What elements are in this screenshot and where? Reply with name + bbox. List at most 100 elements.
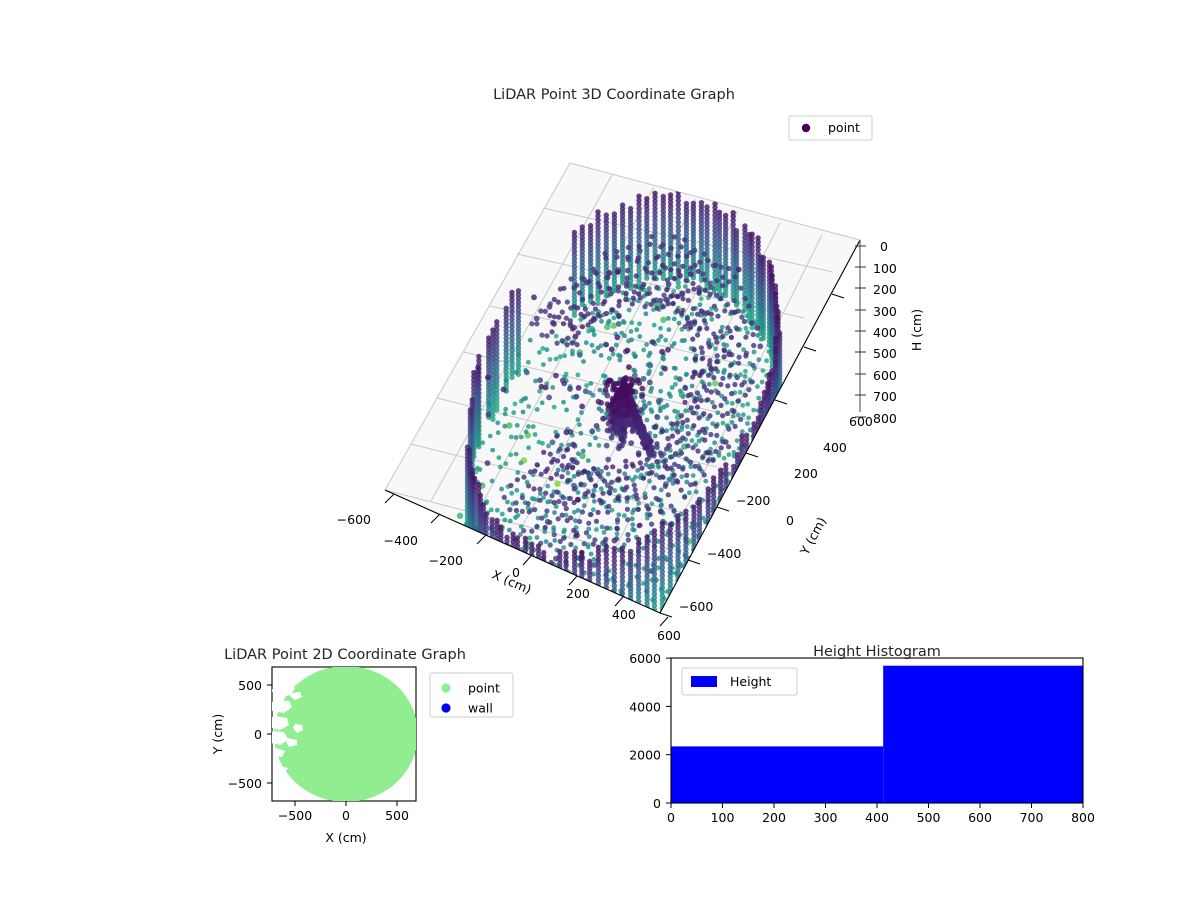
point-3d	[605, 509, 611, 515]
point-3d	[588, 381, 594, 386]
point-3d	[743, 479, 750, 486]
point-3d	[500, 596, 506, 602]
point-3d	[777, 394, 783, 400]
point-3d	[682, 237, 688, 243]
point-3d	[772, 287, 779, 293]
point-3d	[644, 612, 650, 613]
point-3d	[723, 536, 729, 542]
point-3d	[590, 541, 596, 547]
point-3d	[716, 225, 723, 231]
point-3d	[603, 341, 609, 348]
point-3d	[704, 208, 710, 214]
point-3d	[563, 506, 569, 512]
point-3d	[483, 568, 489, 575]
point-3d	[603, 230, 609, 237]
point-3d	[670, 421, 676, 427]
point-3d	[765, 442, 771, 448]
point-3d	[477, 546, 484, 552]
plot-3d-title: LiDAR Point 3D Coordinate Graph	[493, 87, 735, 103]
point-3d	[606, 356, 612, 361]
point-3d	[675, 215, 681, 221]
point-3d	[755, 246, 761, 253]
point-3d	[759, 433, 765, 439]
point-3d	[760, 302, 766, 308]
point-3d	[729, 535, 735, 540]
point-3d	[731, 482, 737, 488]
point-3d	[513, 370, 519, 375]
point-3d	[766, 451, 772, 457]
point-3d	[616, 303, 622, 309]
point-3d	[515, 307, 522, 313]
point-3d	[577, 290, 583, 296]
point-3d	[731, 527, 737, 534]
point-3d	[509, 309, 515, 315]
point-3d	[550, 605, 557, 612]
point-3d	[712, 220, 718, 226]
point-3d	[584, 383, 589, 388]
point-3d	[590, 392, 596, 398]
point-3d	[494, 590, 500, 596]
point-3d	[515, 356, 522, 362]
point-3d	[691, 562, 697, 568]
point-3d	[582, 388, 589, 395]
point-3d	[723, 511, 729, 518]
point-3d	[729, 420, 735, 425]
point-3d	[680, 435, 686, 441]
point-3d	[599, 318, 604, 324]
point-3d	[758, 433, 764, 439]
point-3d	[507, 527, 512, 533]
point-3d	[603, 212, 609, 218]
point-3d	[720, 274, 726, 280]
point-3d	[743, 459, 749, 465]
point-3d	[697, 372, 703, 378]
point-3d	[644, 275, 650, 281]
point-3d	[541, 612, 547, 613]
point-3d	[476, 353, 482, 360]
point-3d	[773, 411, 779, 418]
point-3d	[745, 421, 750, 426]
point-3d	[701, 573, 707, 578]
point-3d	[696, 575, 703, 581]
point-3d	[529, 528, 535, 534]
point-3d	[514, 554, 521, 561]
legend-2d[interactable]: point wall	[429, 672, 514, 718]
point-3d	[586, 520, 592, 526]
point-3d	[683, 588, 689, 594]
point-3d	[667, 270, 674, 277]
point-3d	[572, 617, 577, 622]
point-3d	[531, 486, 537, 492]
point-3d	[571, 271, 578, 277]
point-3d	[603, 605, 609, 611]
point-3d	[596, 406, 602, 412]
point-3d	[660, 262, 666, 268]
point-3d	[651, 275, 657, 281]
point-3d	[739, 382, 745, 388]
point-3d	[509, 363, 515, 369]
point-3d	[509, 490, 515, 496]
point-3d	[710, 535, 717, 541]
point-3d	[479, 547, 485, 553]
point-3d	[587, 606, 593, 613]
point-3d	[724, 410, 731, 417]
point-3d	[758, 451, 764, 458]
point-3d	[750, 331, 756, 338]
point-3d	[749, 269, 755, 276]
legend-histogram[interactable]: Height	[681, 667, 798, 696]
point-3d	[503, 406, 509, 412]
point-3d	[514, 601, 521, 608]
point-3d	[696, 438, 702, 444]
histogram-bar-1[interactable]	[883, 665, 1083, 803]
axis-h-tick-7: 700	[873, 389, 897, 404]
point-3d	[696, 290, 702, 296]
point-3d	[514, 597, 521, 604]
point-3d	[548, 604, 554, 610]
point-3d	[708, 431, 714, 438]
legend-3d[interactable]: point	[788, 115, 873, 141]
point-3d	[758, 481, 764, 487]
histogram-bar-0[interactable]	[671, 746, 884, 803]
point-3d	[684, 472, 690, 478]
point-3d	[744, 480, 750, 486]
point-3d	[596, 629, 601, 634]
point-3d	[564, 407, 569, 413]
point-3d	[734, 510, 741, 516]
